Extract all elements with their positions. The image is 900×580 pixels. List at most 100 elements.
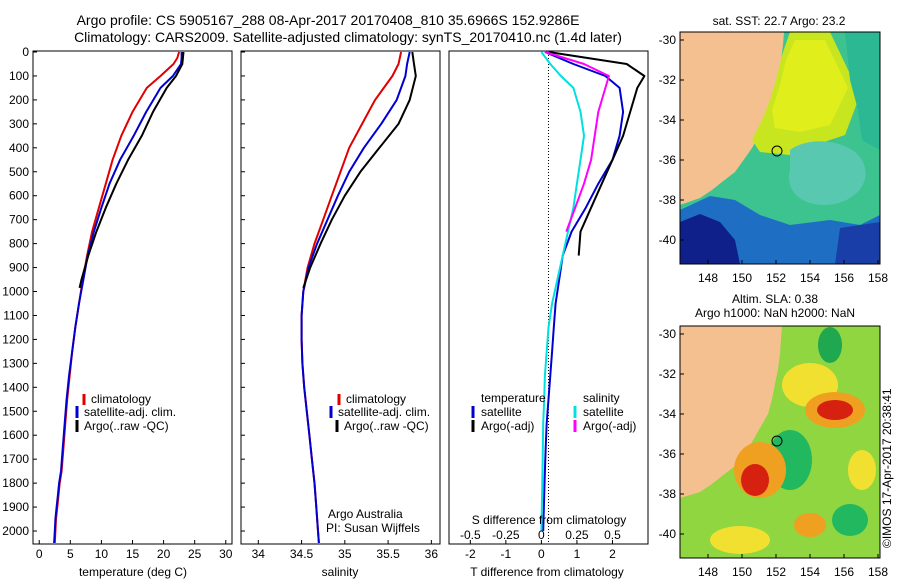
depth-tick-label: 400 [9,141,29,155]
depth-tick-label: 700 [9,213,29,227]
x-tick-label: 36 [425,547,439,561]
sst-map-frame [679,31,881,265]
depth-tick-label: 1400 [2,380,29,394]
temperature-xlabel: temperature (deg C) [79,565,187,579]
salinity-legend: climatology satellite-adj. clim. Argo(..… [329,392,430,433]
lat-tick-label: -38 [659,487,677,501]
sst-cold-deep [680,214,740,264]
legend-argo-label: Argo(..raw -QC) [344,419,429,433]
lon-tick-label: 152 [766,565,786,579]
legend-clim-label: climatology [346,392,406,406]
depth-tick-label: 1200 [2,332,29,346]
salinity-curves [300,51,417,544]
sla-red-west [741,464,769,496]
lat-tick-label: -38 [659,193,677,207]
x-tick-label: -1 [501,547,512,561]
sst-eddy [789,141,866,205]
depth-tick-label: 900 [9,261,29,275]
lon-tick-label: 152 [766,271,786,285]
x-tick-label: 20 [157,547,171,561]
depth-tick-label: 1900 [2,500,29,514]
x-tick-label: 0 [538,547,545,561]
depth-tick-label: 2000 [2,524,29,538]
lat-tick-label: -32 [659,367,677,381]
temperature-curves [53,51,185,544]
sla-yellow-east [848,450,876,490]
temperature-panel: 0100200300400500600700800900100011001200… [2,45,232,579]
temperature-legend: climatology satellite-adj. clim. Argo(..… [75,392,176,433]
credit-line1: Argo Australia [328,507,403,521]
lon-tick-label: 150 [732,565,752,579]
title-line2: Climatology: CARS2009. Satellite-adjuste… [74,29,622,45]
lon-tick-label: 154 [800,565,820,579]
s-diff-tick-label: -0.5 [460,528,481,542]
sst-warm-core-inner [772,40,848,132]
lon-tick-label: 154 [800,271,820,285]
lat-tick-label: -34 [659,407,677,421]
s-diff-xlabel: S difference from climatology [472,513,627,527]
depth-tick-label: 1000 [2,285,29,299]
leg-s-sat-label: satellite [583,405,624,419]
lat-tick-label: -34 [659,113,677,127]
sla-lon-ticks: 148 150 152 154 156 158 [698,554,888,579]
x-tick-label: 0 [36,547,43,561]
x-tick-label: 10 [95,547,109,561]
depth-tick-label: 1600 [2,428,29,442]
sla-yellow-south [710,526,770,554]
depth-tick-label: 1800 [2,476,29,490]
depth-tick-label: 1700 [2,452,29,466]
series-line-satellite-adj-clim- [53,52,183,544]
depth-tick-label: 500 [9,165,29,179]
depth-tick-label: 300 [9,117,29,131]
argo-float-marker [771,145,783,157]
temperature-panel-frame [32,50,233,545]
sla-green-southeast [832,504,868,536]
sla-lat-ticks: -30 -32 -34 -36 -38 -40 [659,327,684,541]
sst-map-title: sat. SST: 22.7 Argo: 23.2 [713,14,846,28]
leg-t-title: temperature [481,391,546,405]
lat-tick-label: -40 [659,233,677,247]
lon-tick-label: 158 [868,565,888,579]
s-diff-tick-label: 0.25 [565,528,589,542]
t-diff-xlabel: T difference from climatology [470,565,624,579]
salinity-panel-frame [240,50,441,545]
depth-tick-label: 200 [9,93,29,107]
x-tick-label: 34.5 [290,547,314,561]
sla-map-frame [679,325,881,559]
depth-tick-label: 100 [9,69,29,83]
lat-tick-label: -36 [659,447,677,461]
sla-orange-south [794,513,826,537]
lon-tick-label: 156 [834,271,854,285]
x-tick-label: 35 [338,547,352,561]
sst-lat-ticks: -30 -32 -34 -36 -38 -40 [659,33,684,247]
x-tick-label: 1 [574,547,581,561]
series-line-argo-raw-qc- [302,51,417,289]
salinity-xlabel: salinity [322,565,359,579]
title-line1: Argo profile: CS 5905167_288 08-Apr-2017… [77,12,580,28]
depth-tick-label: 1300 [2,356,29,370]
difference-panel: -2 -1 0 1 2 -0.5 -0.25 0 0.25 0.5 T difference fr… [448,50,649,579]
sst-cool-east [845,32,880,150]
lon-tick-label: 150 [732,271,752,285]
legend-clim-label: climatology [91,392,151,406]
depth-tick-label: 800 [9,237,29,251]
x-tick-label: 35.5 [376,547,400,561]
sst-map: sat. SST: 22.7 Argo: 23.2 -30-32-34-36-3… [659,14,889,285]
leg-t-argo-label: Argo(-adj) [481,419,534,433]
s-diff-tick-label: 0.5 [604,528,621,542]
sla-map: Altim. SLA: 0.38 Argo h1000: NaN h2000: … [659,292,889,579]
series-line-argo-raw-qc- [78,51,185,289]
x-tick-label: 25 [188,547,202,561]
x-tick-label: 2 [609,547,616,561]
legend-sat-label: satellite-adj. clim. [338,405,430,419]
depth-tick-label: 0 [22,45,29,59]
series-line-satellite-adj-clim- [300,51,411,544]
sla-map-title2: Argo h1000: NaN h2000: NaN [695,306,855,320]
lat-tick-label: -30 [659,327,677,341]
difference-xticks: -2 -1 0 1 2 -0.5 -0.25 0 0.25 0.5 [460,528,621,561]
difference-legend: temperature salinity satellite Argo(-adj… [471,391,636,433]
series-line-argo-adj-salinity- [544,51,610,232]
depth-ticks: 0 100 200 300 400 500 600 700 800 900 1000 1100 1200… [2,45,37,538]
x-tick-label: -2 [465,547,476,561]
